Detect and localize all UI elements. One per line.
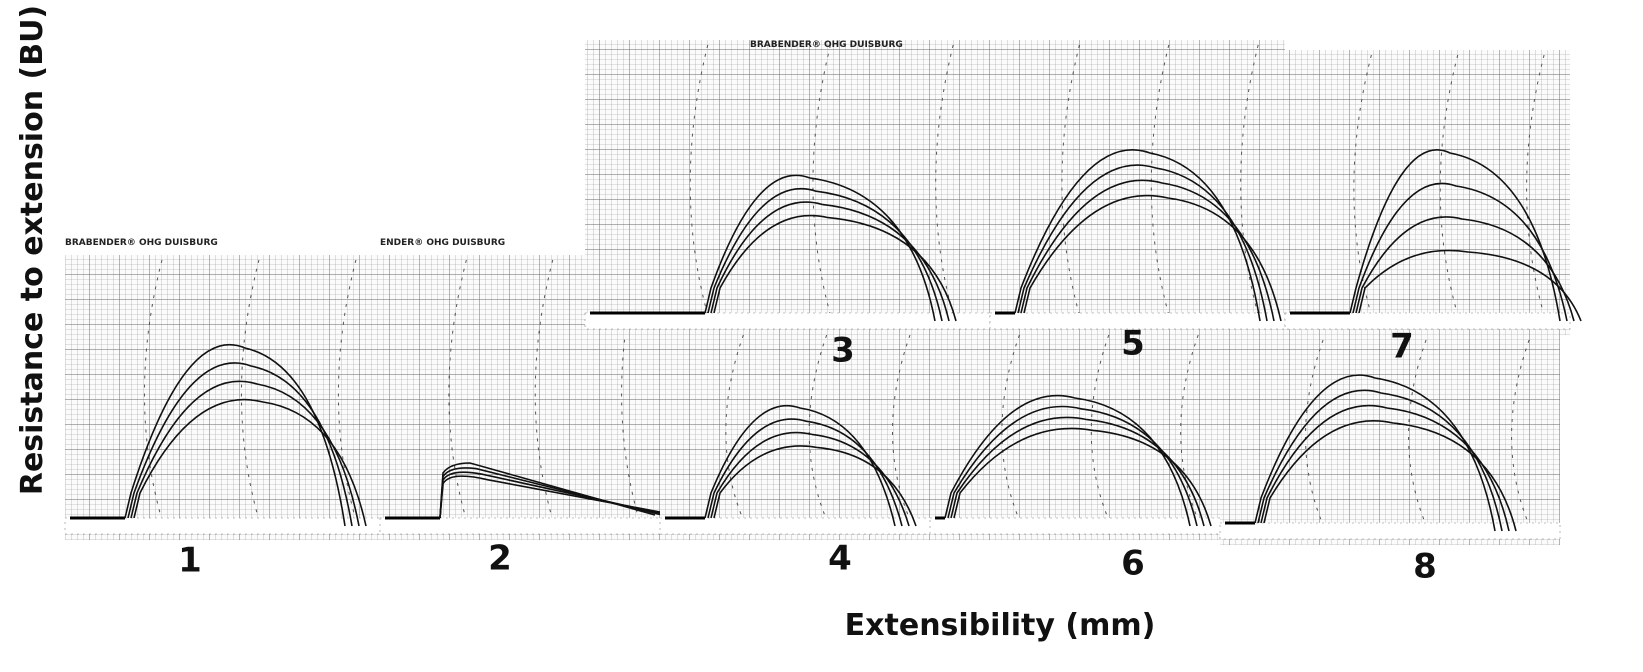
chart-panel: 7 (1284, 50, 1582, 367)
chart-panel: BRABENDER® OHG DUISBURG 3 (584, 40, 991, 371)
panel-label: 4 (828, 539, 852, 579)
curve (713, 214, 957, 322)
y-axis-label: Resistance to extension (BU) (15, 5, 50, 495)
curve (704, 174, 936, 322)
chart-grid (1285, 50, 1570, 335)
curve (953, 427, 1212, 527)
chart-panel: 6 (929, 330, 1226, 584)
curve (439, 467, 663, 519)
guide-arc (1240, 44, 1259, 316)
curve (1020, 179, 1275, 322)
curve (439, 471, 670, 519)
chart-grid (1220, 335, 1560, 545)
curve (707, 187, 943, 322)
chart-panel: BRABENDER® OHG DUISBURG 1 (64, 238, 386, 581)
chart-grid (585, 40, 990, 335)
guide-arc (1150, 44, 1170, 316)
baseline-strip (1284, 312, 1571, 330)
curve (704, 404, 896, 527)
curve (947, 405, 1198, 527)
curve (133, 398, 367, 527)
curve (710, 201, 950, 322)
curve (1023, 194, 1282, 322)
guide-arc (1353, 54, 1372, 316)
panel-label: 1 (178, 541, 202, 581)
curve (950, 416, 1205, 527)
curve (1014, 149, 1261, 322)
chart-grid (65, 255, 385, 540)
guide-arc (1526, 54, 1545, 316)
curve (1017, 164, 1268, 322)
guide-arc (1439, 54, 1459, 316)
baseline-strip (1219, 522, 1561, 540)
curve (1263, 420, 1517, 532)
chart-panel: 4 (659, 330, 936, 579)
guide-arc (689, 44, 709, 316)
guide-arc (337, 259, 357, 521)
curve (1352, 182, 1568, 322)
panel-label: 6 (1121, 544, 1145, 584)
curve (127, 362, 353, 527)
curve (1257, 389, 1503, 532)
baseline-strip (379, 517, 666, 535)
baseline-strip (584, 312, 991, 330)
guide-arc (144, 259, 163, 521)
guide-arc (240, 259, 260, 521)
guide-arc (935, 44, 954, 316)
panel-label: 8 (1413, 547, 1437, 587)
panel-label: 3 (831, 331, 855, 371)
curve (713, 445, 917, 527)
guide-arc (1061, 44, 1080, 316)
panels: BRABENDER® OHG DUISBURG 1 ENDER® OHG DUISB… (64, 40, 1582, 587)
guide-arc (812, 44, 831, 316)
curve (1349, 149, 1561, 322)
chart-panel: 8 (1219, 335, 1561, 587)
curve (707, 418, 903, 527)
baseline-strip (929, 517, 1226, 535)
baseline-strip (64, 517, 386, 535)
panel-label: 5 (1121, 324, 1145, 364)
guide-arc (621, 259, 640, 521)
curve (124, 343, 346, 527)
curve (944, 394, 1191, 527)
chart-header: BRABENDER® OHG DUISBURG (65, 238, 218, 248)
x-axis-label: Extensibility (mm) (845, 608, 1156, 643)
panel-label: 2 (488, 539, 512, 579)
curve (1358, 249, 1582, 322)
curve (710, 431, 910, 527)
chart-grid (990, 40, 1285, 335)
chart-grid (660, 330, 935, 540)
chart-header: ENDER® OHG DUISBURG (380, 238, 505, 248)
baseline-strip (989, 312, 1286, 330)
guide-arc (448, 259, 467, 521)
chart-panel: 5 (989, 40, 1286, 364)
curve (439, 475, 677, 519)
chart-header: BRABENDER® OHG DUISBURG (750, 40, 903, 50)
chart-grid (930, 330, 1225, 540)
curve (439, 462, 656, 519)
curve (1355, 216, 1575, 322)
panel-label: 7 (1390, 327, 1414, 367)
curve (130, 380, 360, 527)
guide-arc (534, 259, 554, 521)
curve (1260, 404, 1510, 532)
